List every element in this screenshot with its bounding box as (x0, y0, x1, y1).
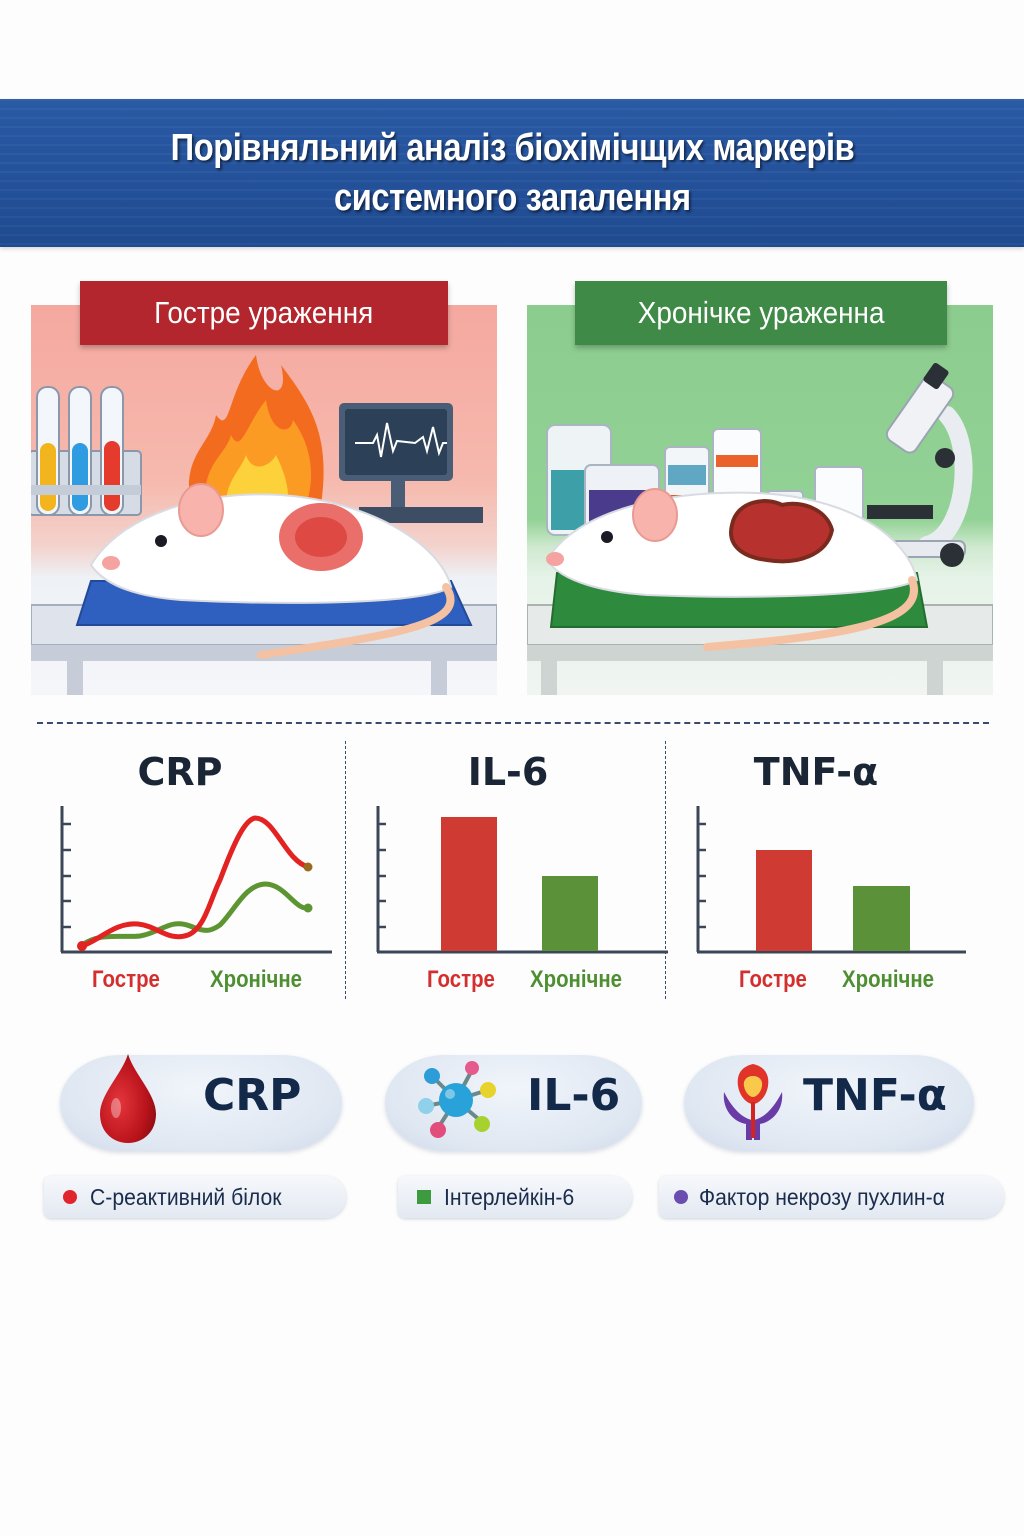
acute-label: Гостре ураження (80, 281, 448, 345)
chronic-series-line (79, 881, 311, 948)
tnf-badge (684, 1055, 974, 1151)
title-banner: Порівняльний аналіз біохімічщих маркерів… (0, 99, 1024, 247)
crp-chart-title: CRP (137, 750, 223, 794)
il6-x-label-acute: Гостре (427, 966, 495, 993)
flame-icon (188, 355, 324, 505)
ecg-monitor-icon (339, 403, 483, 523)
molecule-icon (418, 1061, 496, 1138)
red-circle-icon (63, 1190, 77, 1204)
il6-x-label-chronic: Хронічне (530, 966, 623, 993)
legend-item-tnf: Фактор некрозу пухлин-α (659, 1176, 1004, 1218)
acute-illustration (31, 305, 497, 695)
horizontal-divider (37, 722, 989, 724)
legend-item-crp: С-реактивний білок (44, 1176, 346, 1218)
il6-chart-title: IL-6 (467, 750, 549, 794)
rat-icon (89, 483, 455, 659)
crp-x-label-chronic: Хронічне (210, 966, 303, 993)
tnf-badge-label: TNF-α (803, 1070, 948, 1121)
crp-badge-label: CRP (203, 1070, 302, 1121)
il6-bar-chart (376, 806, 668, 954)
vertical-divider-2 (665, 741, 666, 999)
crp-x-label-acute: Гостре (92, 966, 160, 993)
acute-series-line (79, 815, 311, 949)
acute-label-text: Гостре ураження (154, 295, 374, 330)
tnf-bar-acute (756, 850, 812, 951)
page-title-line2: системного запалення (333, 177, 691, 219)
page-title-line1: Порівняльний аналіз біохімічщих маркерів (170, 127, 854, 169)
tnf-x-label-chronic: Хронічне (842, 966, 935, 993)
legend-item-il6-label: Інтерлейкін-6 (444, 1183, 575, 1210)
tnf-bar-chronic (853, 886, 910, 951)
chronic-label: Хронічке ураженна (575, 281, 947, 345)
legend-item-il6: Інтерлейкін-6 (398, 1176, 632, 1218)
tnf-x-label-acute: Гостре (739, 966, 807, 993)
chronic-illustration (527, 305, 993, 695)
tnf-chart-title: TNF-α (753, 750, 879, 794)
vertical-divider-1 (345, 741, 346, 999)
green-square-icon (417, 1190, 431, 1204)
legend-item-crp-label: С-реактивний білок (90, 1183, 282, 1210)
hands-flame-icon (723, 1064, 783, 1140)
crp-line-chart (60, 806, 332, 954)
legend-item-tnf-label: Фактор некрозу пухлин-α (699, 1183, 945, 1210)
test-tubes-icon (31, 386, 142, 516)
il6-bar-acute (441, 817, 497, 951)
rat-icon (545, 488, 919, 651)
il6-bar-chronic (542, 876, 598, 951)
purple-circle-icon (674, 1190, 688, 1204)
chronic-label-text: Хронічке ураженна (637, 295, 885, 330)
blood-drop-icon (100, 1054, 156, 1143)
il6-badge-label: IL-6 (527, 1070, 621, 1121)
tnf-bar-chart (696, 806, 966, 954)
